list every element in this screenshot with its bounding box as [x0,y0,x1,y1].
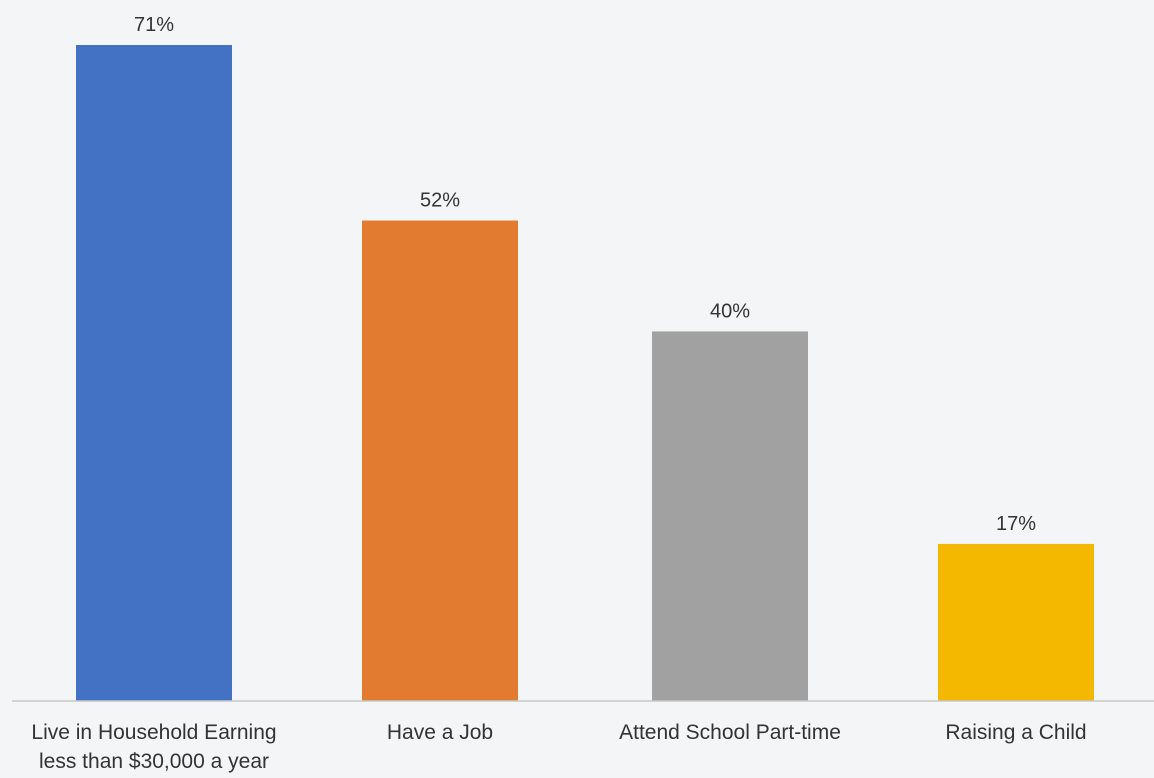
category-label-3: Raising a Child [945,721,1086,744]
bar-1 [362,220,518,701]
category-label-1: Have a Job [387,721,493,744]
category-label-0-line-1: less than $30,000 a year [39,750,269,773]
category-label-2: Attend School Part-time [619,721,841,744]
category-label-0-line-0: Live in Household Earning [31,721,276,744]
value-label-0: 71% [134,14,174,36]
value-label-2: 40% [710,300,750,322]
value-label-3: 17% [996,513,1036,535]
bars-group [76,45,1094,701]
bar-0 [76,45,232,701]
bar-2 [652,331,808,701]
category-labels-group: Live in Household Earning less than $30,0… [31,721,1086,773]
value-labels-group: 71% 52% 40% 17% [134,14,1036,535]
value-label-1: 52% [420,190,460,212]
bar-3 [938,543,1094,701]
